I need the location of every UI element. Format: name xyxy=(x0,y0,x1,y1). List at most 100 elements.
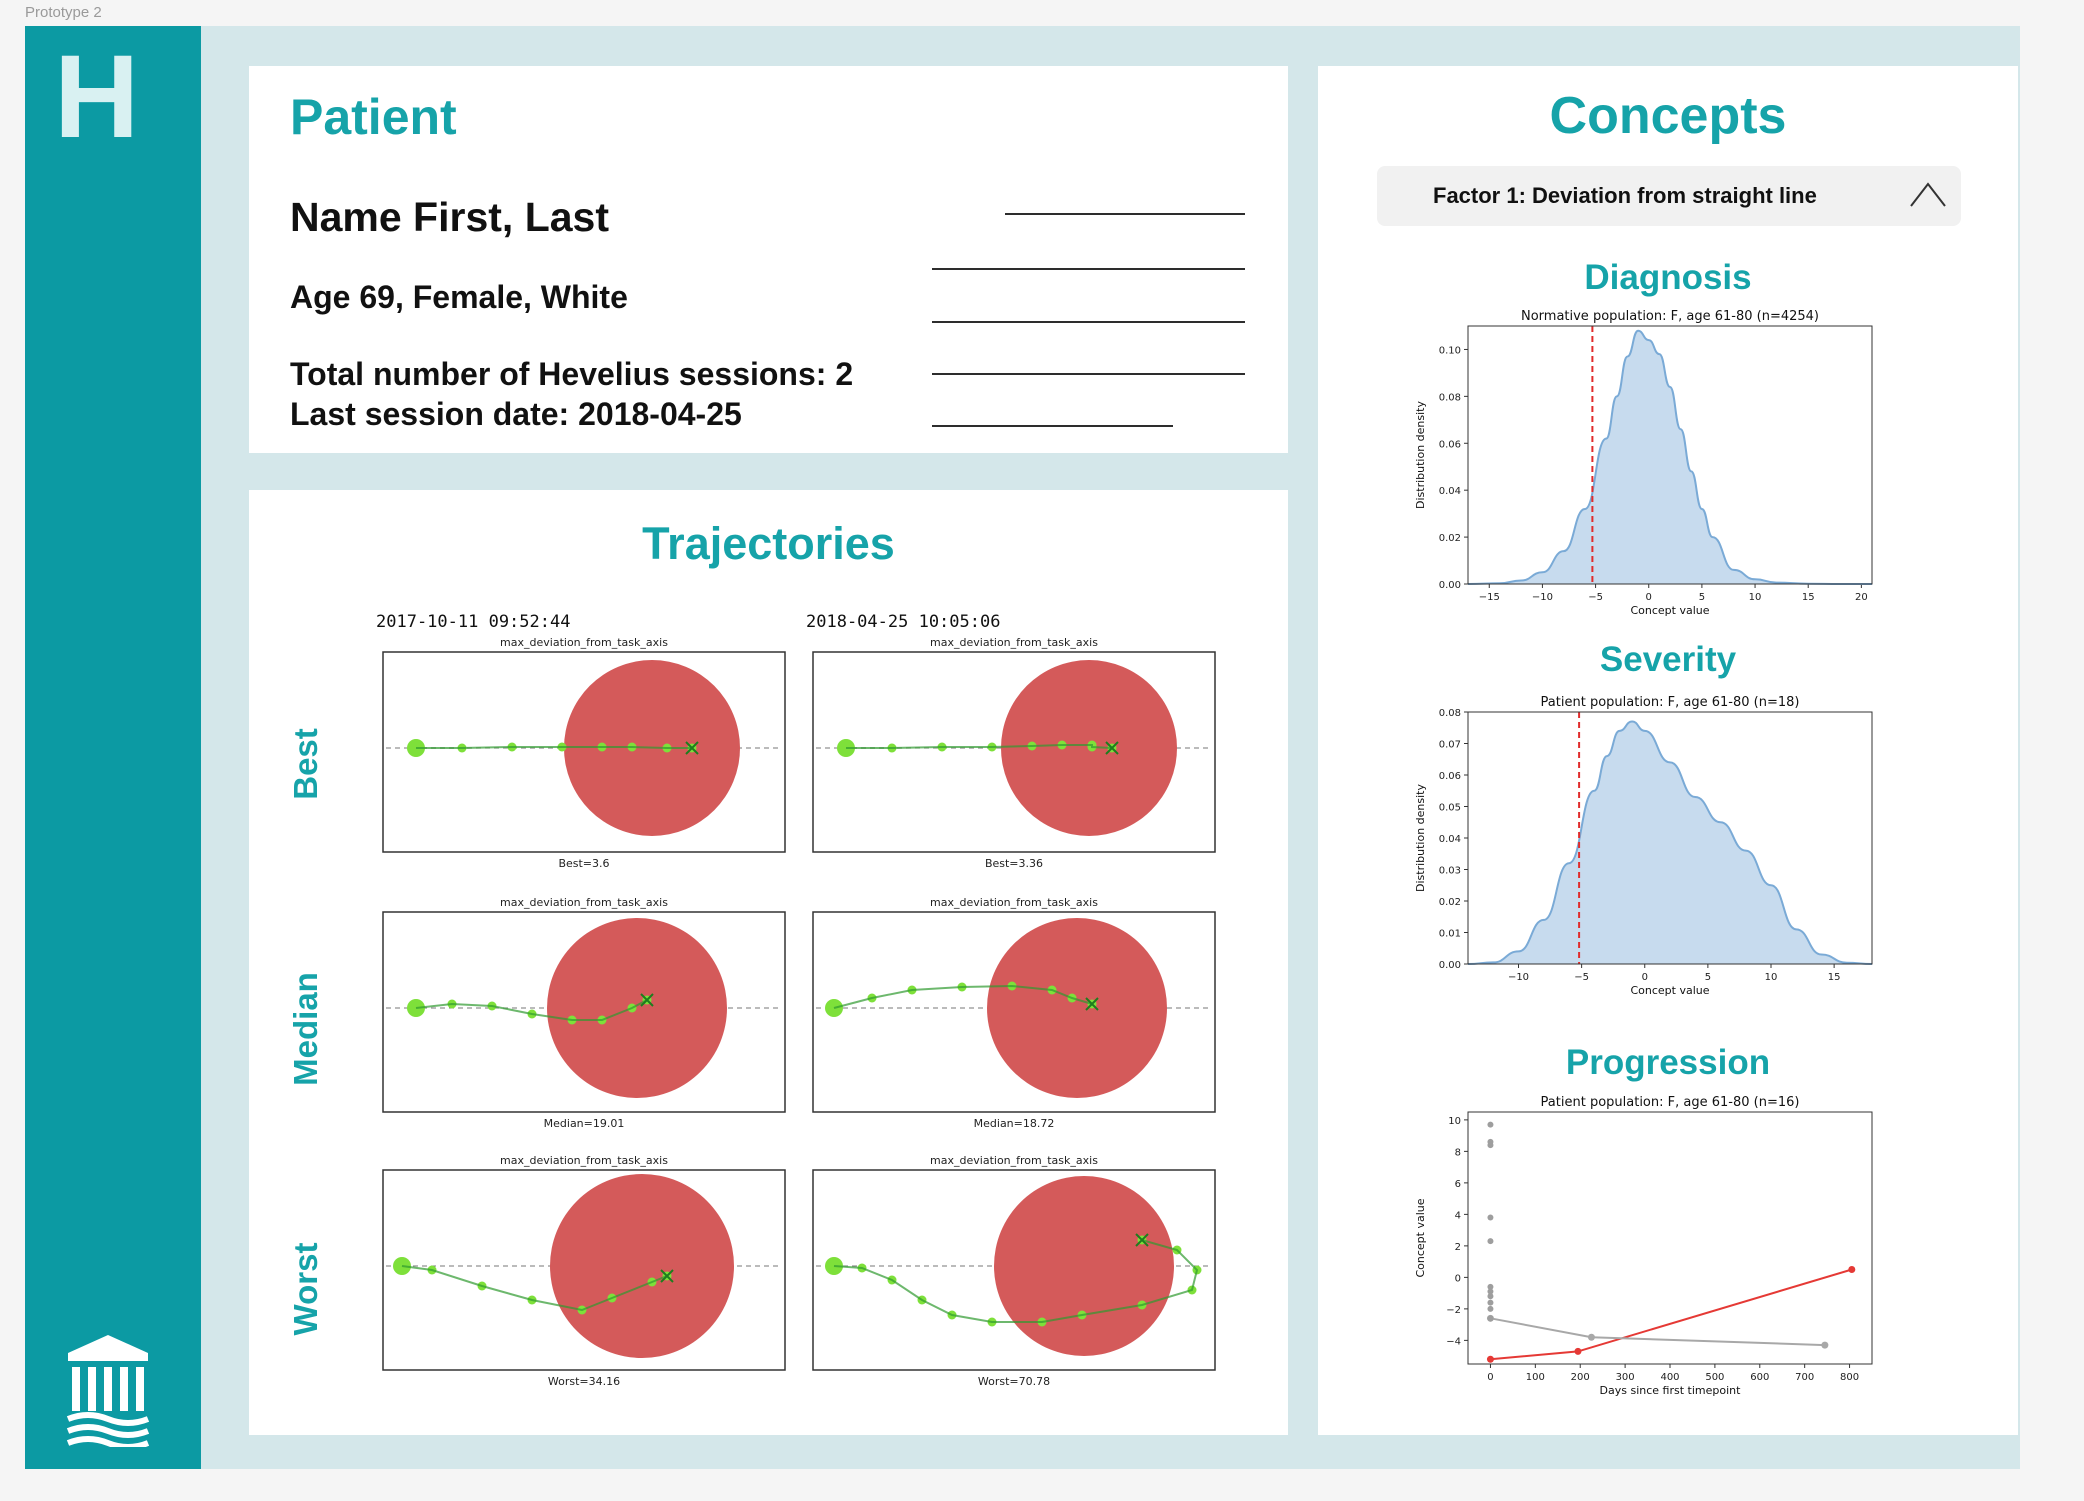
x-tick-label: −10 xyxy=(1532,592,1553,603)
chart-title: Patient population: F, age 61-80 (n=16) xyxy=(1541,1095,1800,1110)
x-axis-label: Concept value xyxy=(1630,604,1709,617)
x-tick-label: 200 xyxy=(1571,1372,1590,1383)
plot-frame xyxy=(1467,325,1873,585)
plot-title: max_deviation_from_task_axis xyxy=(930,896,1098,909)
y-tick-label: 0.01 xyxy=(1439,929,1461,940)
severity-chart: Patient population: F, age 61-80 (n=18) −… xyxy=(1414,695,1873,997)
x-tick-label: 10 xyxy=(1749,592,1762,603)
trajectories-panel: Trajectories 2017-10-11 09:52:44 2018-04… xyxy=(249,490,1288,1435)
x-tick-label: 500 xyxy=(1705,1372,1724,1383)
population-point xyxy=(1487,1142,1494,1149)
concepts-title: Concepts xyxy=(1549,87,1787,145)
y-tick-label: 4 xyxy=(1455,1210,1461,1221)
y-tick-label: 0.10 xyxy=(1439,345,1461,356)
frame-label: Prototype 2 xyxy=(25,4,102,21)
trajectory-plot: max_deviation_from_task_axis Median=18.72 xyxy=(812,896,1216,1130)
plot-frame xyxy=(1467,1111,1873,1365)
row-label-median: Median xyxy=(287,972,324,1086)
plot-title: max_deviation_from_task_axis xyxy=(500,1154,668,1167)
factor-dropdown[interactable]: Factor 1: Deviation from straight line xyxy=(1377,166,1961,226)
x-tick-label: 100 xyxy=(1526,1372,1545,1383)
session-datetime: 2017-10-11 09:52:44 xyxy=(376,612,571,632)
population-point xyxy=(1487,1283,1494,1290)
target-circle xyxy=(994,1176,1174,1356)
density-area xyxy=(1468,330,1872,584)
y-tick-label: 0.02 xyxy=(1439,533,1461,544)
x-tick-label: 15 xyxy=(1802,592,1815,603)
input-line[interactable] xyxy=(932,425,1173,427)
trajectory-plot: max_deviation_from_task_axis Best=3.6 xyxy=(382,636,786,870)
trajectory-plot: max_deviation_from_task_axis Worst=34.16 xyxy=(382,1154,786,1388)
severity-title: Severity xyxy=(1599,640,1737,679)
plot-frame xyxy=(1467,711,1873,965)
x-tick-label: 800 xyxy=(1840,1372,1859,1383)
x-tick-label: −5 xyxy=(1588,592,1603,603)
y-tick-label: 6 xyxy=(1455,1179,1461,1190)
progression-chart: Patient population: F, age 61-80 (n=16) 0… xyxy=(1414,1095,1873,1397)
population-point xyxy=(1487,1121,1494,1128)
population-point xyxy=(1487,1238,1494,1245)
population-point xyxy=(1487,1293,1494,1300)
plot-caption: Worst=34.16 xyxy=(548,1375,620,1388)
population-point xyxy=(1487,1315,1494,1322)
target-circle xyxy=(547,918,727,1098)
plot-caption: Median=18.72 xyxy=(974,1117,1055,1130)
input-line[interactable] xyxy=(932,373,1245,375)
x-tick-label: 0 xyxy=(1642,972,1648,983)
input-line[interactable] xyxy=(932,321,1245,323)
x-axis-label: Concept value xyxy=(1630,984,1709,997)
population-point xyxy=(1487,1299,1494,1306)
target-circle xyxy=(550,1174,734,1358)
x-tick-label: 300 xyxy=(1616,1372,1635,1383)
population-point xyxy=(1487,1214,1494,1221)
x-tick-label: −15 xyxy=(1479,592,1500,603)
input-line[interactable] xyxy=(932,268,1245,270)
progression-title: Progression xyxy=(1565,1043,1771,1082)
x-axis-label: Days since first timepoint xyxy=(1600,1384,1742,1397)
population-point xyxy=(1487,1288,1494,1295)
session-datetime: 2018-04-25 10:05:06 xyxy=(806,612,1001,632)
x-tick-label: 5 xyxy=(1699,592,1705,603)
series-point-patient xyxy=(1574,1347,1582,1355)
y-tick-label: 0.08 xyxy=(1439,708,1461,719)
plot-caption: Median=19.01 xyxy=(544,1117,625,1130)
row-label-worst: Worst xyxy=(287,1242,324,1336)
concepts-panel: Concepts xyxy=(1318,66,2018,1435)
x-tick-label: 0 xyxy=(1487,1372,1493,1383)
patient-last-session: Last session date: 2018-04-25 xyxy=(290,396,742,432)
chevron-up-icon[interactable] xyxy=(1909,180,1947,210)
y-tick-label: −2 xyxy=(1446,1305,1461,1316)
x-tick-label: 400 xyxy=(1660,1372,1679,1383)
factor-label: Factor 1: Deviation from straight line xyxy=(1433,183,1817,208)
input-line[interactable] xyxy=(1005,213,1245,215)
y-tick-label: 0.04 xyxy=(1439,834,1461,845)
plot-caption: Best=3.6 xyxy=(558,857,609,870)
trajectory-plot: max_deviation_from_task_axis Median=19.01 xyxy=(382,896,786,1130)
patient-name: Name First, Last xyxy=(290,194,609,240)
y-tick-label: 0.03 xyxy=(1439,866,1461,877)
plot-caption: Worst=70.78 xyxy=(978,1375,1050,1388)
x-tick-label: 10 xyxy=(1765,972,1778,983)
app-logo[interactable]: H xyxy=(54,31,140,163)
y-tick-label: 10 xyxy=(1448,1116,1461,1127)
plot-title: max_deviation_from_task_axis xyxy=(500,636,668,649)
y-tick-label: 0.00 xyxy=(1439,580,1461,591)
series-point-patient xyxy=(1848,1266,1856,1273)
y-tick-label: 2 xyxy=(1455,1242,1461,1253)
series-point-population xyxy=(1587,1333,1595,1341)
y-axis-label: Concept value xyxy=(1414,1198,1427,1277)
patient-sessions: Total number of Hevelius sessions: 2 xyxy=(290,356,854,392)
series-point-population xyxy=(1821,1341,1829,1349)
x-tick-label: 5 xyxy=(1705,972,1711,983)
y-tick-label: 0.04 xyxy=(1439,486,1461,497)
series-point-patient xyxy=(1486,1355,1494,1363)
density-line xyxy=(1467,329,1872,585)
trajectory-plot: max_deviation_from_task_axis Worst=70.78 xyxy=(812,1154,1216,1388)
x-tick-label: 15 xyxy=(1828,972,1841,983)
institution-logo-icon[interactable] xyxy=(66,1333,150,1447)
plot-title: max_deviation_from_task_axis xyxy=(500,896,668,909)
y-tick-label: 0.08 xyxy=(1439,392,1461,403)
x-tick-label: −10 xyxy=(1508,972,1529,983)
chart-title: Patient population: F, age 61-80 (n=18) xyxy=(1541,695,1800,710)
y-tick-label: 0.06 xyxy=(1439,771,1461,782)
